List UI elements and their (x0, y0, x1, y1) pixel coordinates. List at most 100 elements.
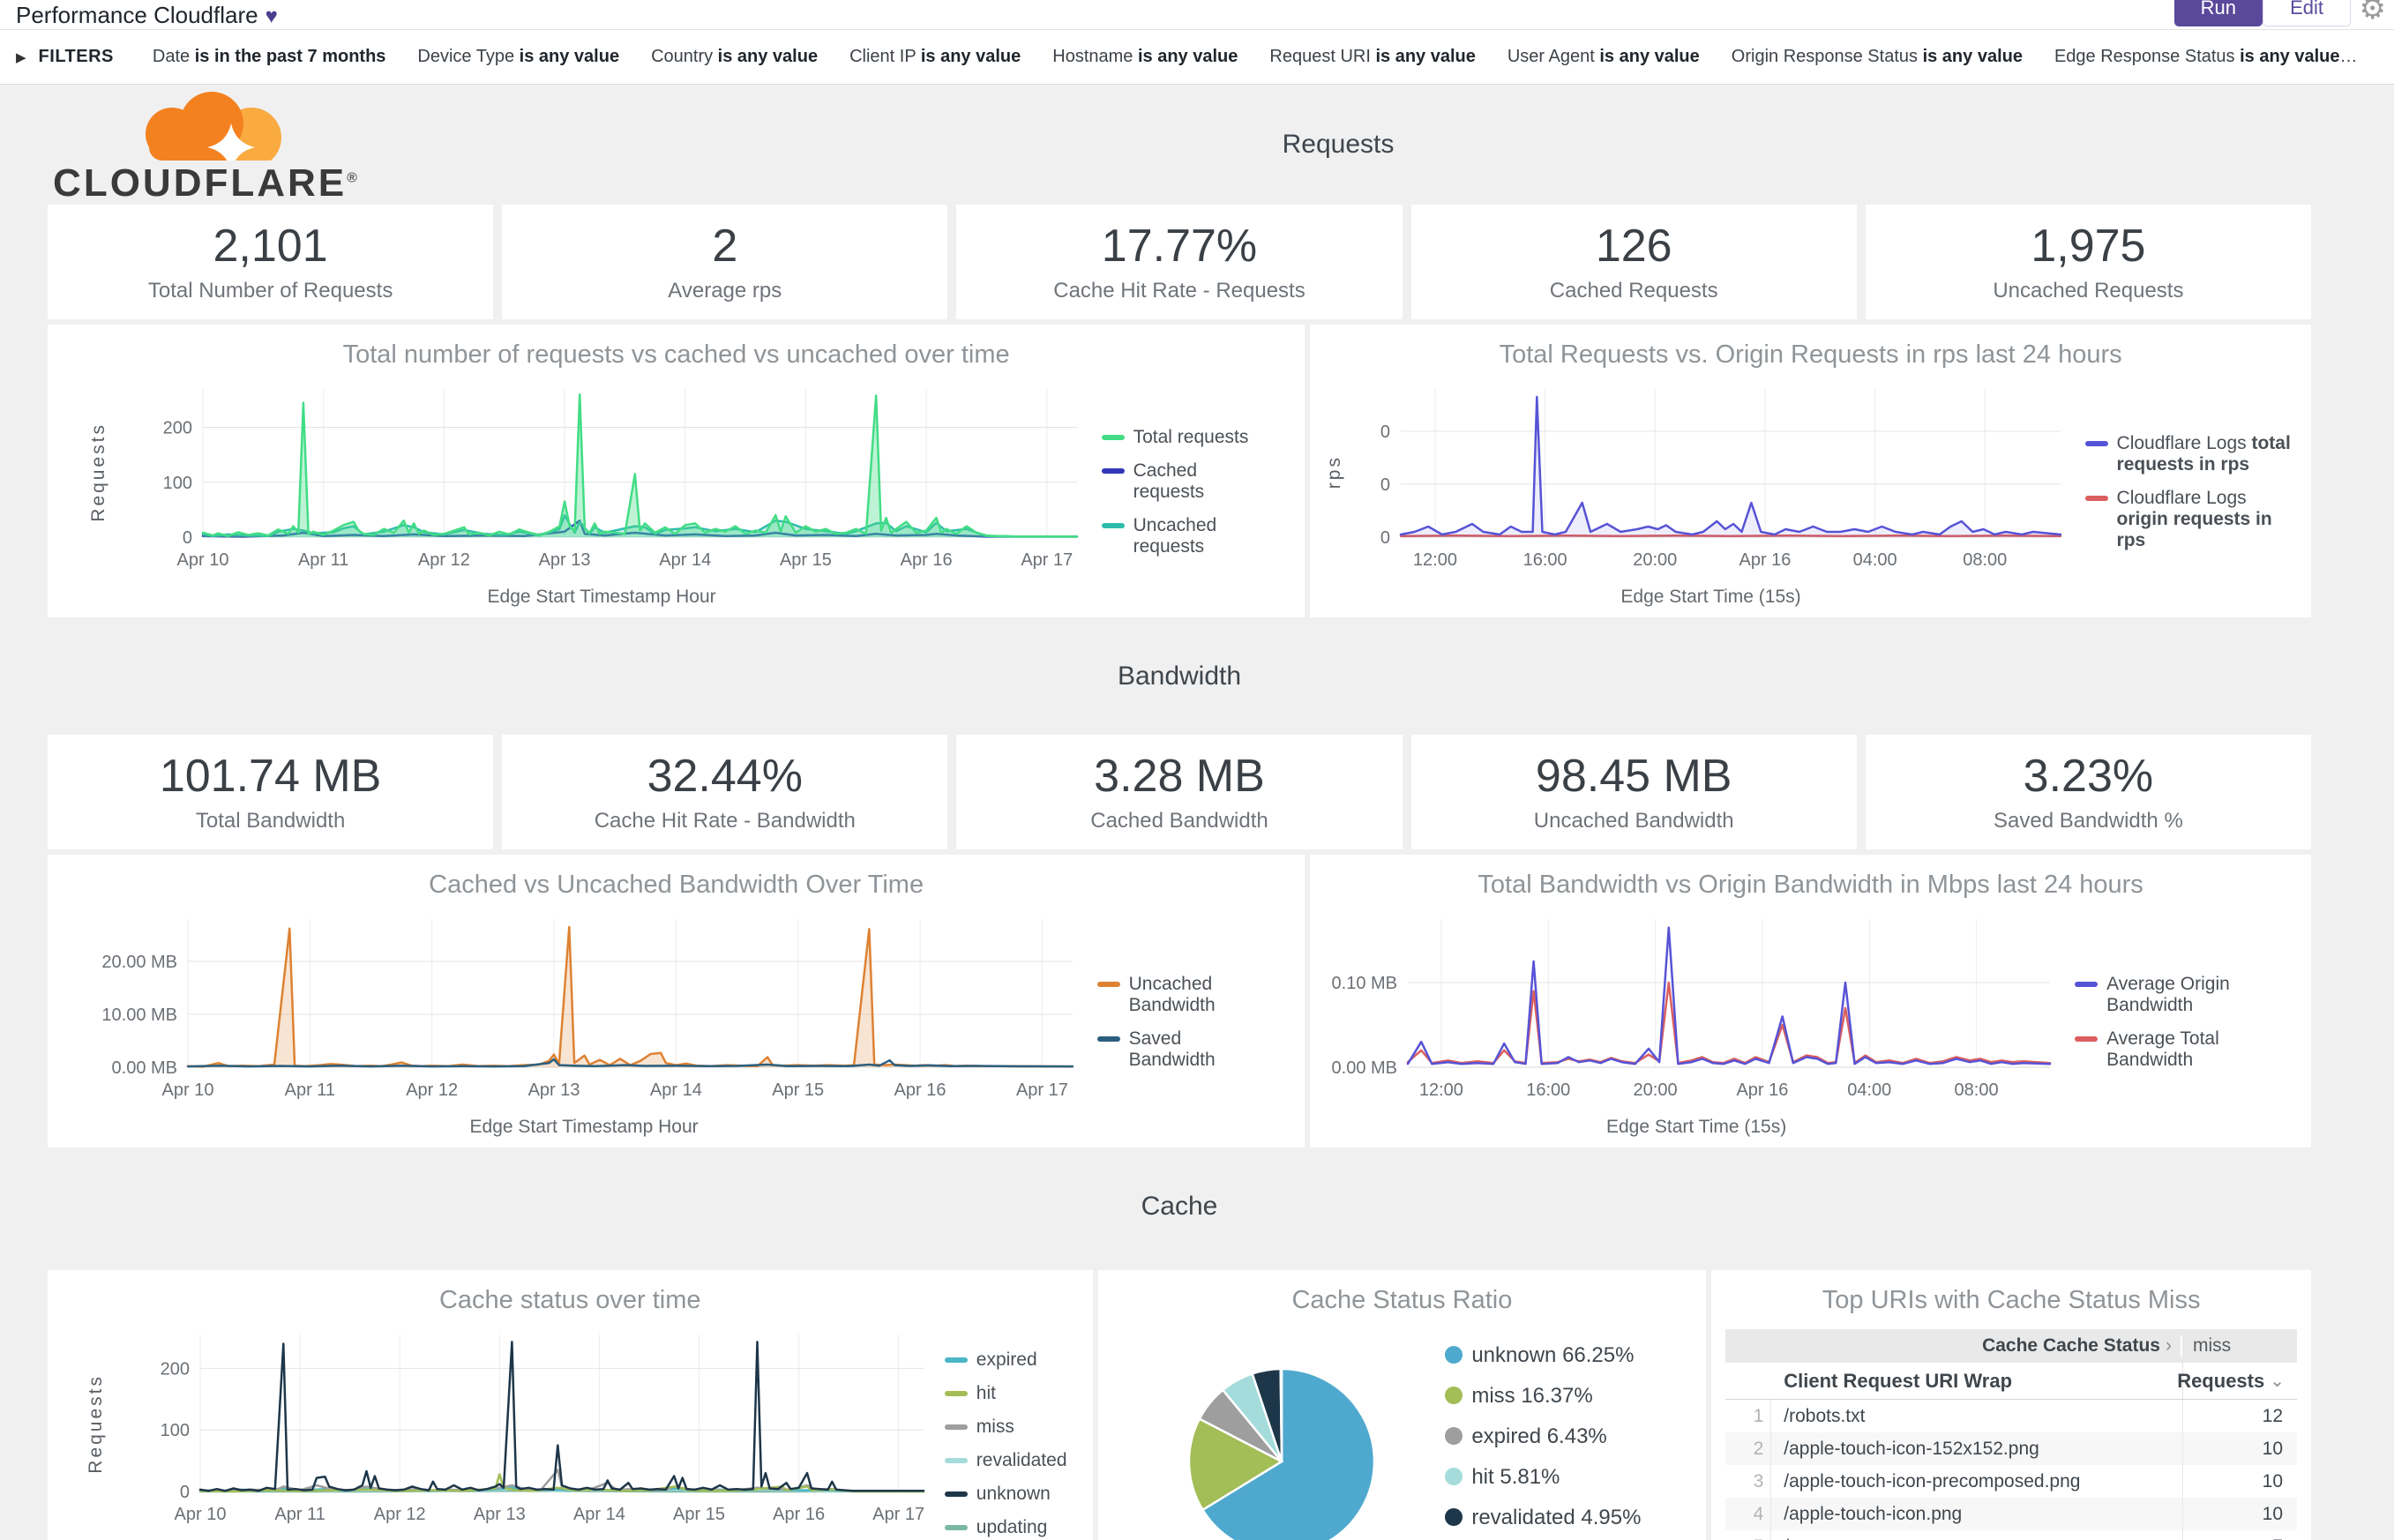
kpi-average-rps: 2 Average rps (502, 205, 948, 319)
section-title-cache: Cache (1141, 1191, 1218, 1221)
edit-button[interactable]: Edit (2263, 0, 2351, 26)
svg-text:Apr 16: Apr 16 (900, 550, 952, 570)
cloudflare-logo: CLOUDFLARE® (48, 86, 365, 203)
filter-item[interactable]: Device Type is any value (417, 47, 620, 66)
svg-text:Apr 17: Apr 17 (872, 1505, 924, 1524)
requests-cell[interactable]: 10 (2182, 1498, 2297, 1530)
legend-item[interactable]: miss (944, 1417, 1055, 1438)
uri-cell[interactable]: /apple-touch-icon.png (1784, 1503, 1963, 1524)
svg-text:20.00 MB: 20.00 MB (101, 953, 177, 972)
kpi-cache-hit-rate-requests: 17.77% Cache Hit Rate - Requests (956, 205, 1403, 319)
filter-item[interactable]: Origin Response Status is any value (1731, 47, 2023, 66)
svg-text:Apr 13: Apr 13 (474, 1505, 526, 1524)
svg-text:Apr 15: Apr 15 (780, 550, 832, 570)
legend-item[interactable]: Average Origin Bandwidth (2075, 974, 2291, 1016)
legend-item[interactable]: hit (944, 1383, 1055, 1404)
legend-swatch (1445, 1387, 1463, 1404)
legend-item[interactable]: Uncached Bandwidth (1096, 974, 1269, 1016)
run-button[interactable]: Run (2173, 0, 2263, 26)
legend-item[interactable]: Cloudflare Logs origin requests in rps (2084, 488, 2297, 551)
kpi-label: Uncached Bandwidth (1533, 808, 1734, 833)
legend-item[interactable]: Uncached requests (1101, 515, 1265, 557)
requests-cell[interactable]: 12 (2182, 1400, 2297, 1432)
legend-item[interactable]: revalidated 4.95% (1445, 1506, 1641, 1530)
chart-tile-rps-24h: Total Requests vs. Origin Requests in rp… (1310, 325, 2311, 617)
legend-item[interactable]: expired 6.43% (1445, 1424, 1641, 1449)
uri-cell[interactable]: /robots.txt (1784, 1405, 1866, 1426)
table-row[interactable]: 2/apple-touch-icon-152x152.png 10 (1725, 1432, 2297, 1465)
legend-label: Cached requests (1133, 460, 1205, 502)
bandwidth-chart-row: Cached vs Uncached Bandwidth Over Time A… (48, 855, 2311, 1148)
legend-label: Average Total Bandwidth (2106, 1028, 2219, 1070)
filter-item[interactable]: Request URI is any value (1269, 47, 1476, 66)
svg-text:12:00: 12:00 (1412, 550, 1456, 570)
filter-item[interactable]: Date is in the past 7 months (152, 47, 386, 66)
table-row[interactable]: 5/7 (1725, 1530, 2297, 1540)
legend-swatch (1096, 982, 1120, 987)
legend-item[interactable]: miss 16.37% (1445, 1384, 1641, 1409)
filter-item[interactable]: Hostname is any value (1052, 47, 1238, 66)
filter-item[interactable]: User Agent is any value (1507, 47, 1700, 66)
legend-item[interactable]: Cloudflare Logs total requests in rps (2084, 433, 2297, 475)
svg-text:Apr 12: Apr 12 (374, 1505, 426, 1524)
line-chart: Apr 10 Apr 11 Apr 12 Apr 13 Apr 14 Apr 15 Apr … (160, 1334, 925, 1524)
legend-item[interactable]: Cached requests (1101, 460, 1265, 503)
pivot-field-label[interactable]: Cache Cache Status › (1725, 1335, 2182, 1357)
legend-swatch (2075, 982, 2098, 987)
legend-item[interactable]: revalidated (944, 1450, 1067, 1471)
uri-cell[interactable]: / (1771, 1536, 2182, 1540)
kpi-value: 1,975 (2031, 221, 2146, 273)
filter-item[interactable]: Origin IP is any value (2371, 47, 2385, 66)
heart-icon: ♥ (265, 4, 278, 28)
row-number: 3 (1725, 1465, 1772, 1498)
legend-label: Saved Bandwidth (1128, 1028, 1216, 1070)
filter-item[interactable]: Edge Response Status is any value (2054, 47, 2340, 66)
kpi-label: Saved Bandwidth % (1993, 808, 2183, 833)
table-row[interactable]: 4/apple-touch-icon.png 10 (1725, 1498, 2297, 1530)
gear-icon[interactable]: ⚙ (2359, 0, 2386, 26)
svg-text:Apr 10: Apr 10 (174, 1505, 226, 1524)
legend-swatch (1101, 435, 1125, 440)
svg-text:Apr 17: Apr 17 (1021, 550, 1073, 570)
filters-disclosure-icon[interactable]: ▶ (16, 49, 26, 65)
kpi-label: Total Bandwidth (195, 808, 346, 833)
filter-item[interactable]: Country is any value (651, 47, 819, 66)
svg-text:0.10 MB: 0.10 MB (1332, 974, 1397, 993)
requests-cell[interactable]: 7 (2182, 1530, 2297, 1540)
legend-label: updating (976, 1517, 1048, 1537)
uri-cell[interactable]: /apple-touch-icon-152x152.png (1784, 1438, 2039, 1459)
requests-cell[interactable]: 10 (2182, 1465, 2297, 1498)
legend-swatch (944, 1391, 968, 1396)
filter-item[interactable]: Client IP is any value (849, 47, 1021, 66)
svg-text:Apr 14: Apr 14 (650, 1080, 702, 1100)
svg-text:Apr 10: Apr 10 (176, 550, 228, 570)
chart-legend: expired hit miss revalidated unknown updating (944, 1322, 1067, 1540)
legend-label: miss 16.37% (1471, 1384, 1593, 1408)
legend-label: Uncached requests (1133, 515, 1217, 557)
svg-text:16:00: 16:00 (1522, 550, 1567, 570)
uri-column-header[interactable]: Client Request URI Wrap (1784, 1369, 2013, 1392)
svg-text:0: 0 (180, 1483, 190, 1502)
kpi-value: 98.45 MB (1535, 751, 1732, 803)
requests-cell[interactable]: 10 (2182, 1432, 2297, 1465)
legend-item[interactable]: Total requests (1101, 427, 1265, 448)
legend-item[interactable]: Average Total Bandwidth (2075, 1028, 2291, 1071)
legend-label: hit (976, 1383, 996, 1403)
pie-legend: unknown 66.25% miss 16.37% expired 6.43% hi… (1445, 1338, 1641, 1540)
svg-text:100: 100 (162, 474, 191, 493)
requests-column-header[interactable]: Requests ⌄ (2177, 1363, 2297, 1399)
table-row[interactable]: 1/robots.txt 12 (1725, 1400, 2297, 1432)
legend-item[interactable]: unknown 66.25% (1445, 1343, 1641, 1368)
legend-label: unknown (976, 1484, 1051, 1504)
legend-item[interactable]: expired (944, 1349, 1055, 1371)
table-row[interactable]: 3/apple-touch-icon-precomposed.png 10 (1725, 1465, 2297, 1498)
kpi-value: 126 (1595, 221, 1672, 273)
svg-text:08:00: 08:00 (1963, 550, 2007, 570)
legend-item[interactable]: updating (944, 1517, 1055, 1538)
uri-cell[interactable]: /apple-touch-icon-precomposed.png (1784, 1470, 2081, 1491)
legend-swatch (1445, 1346, 1463, 1364)
legend-item[interactable]: hit 5.81% (1445, 1465, 1641, 1490)
legend-item[interactable]: unknown (944, 1484, 1055, 1505)
legend-item[interactable]: Saved Bandwidth (1096, 1028, 1269, 1071)
kpi-total-requests: 2,101 Total Number of Requests (48, 205, 494, 319)
